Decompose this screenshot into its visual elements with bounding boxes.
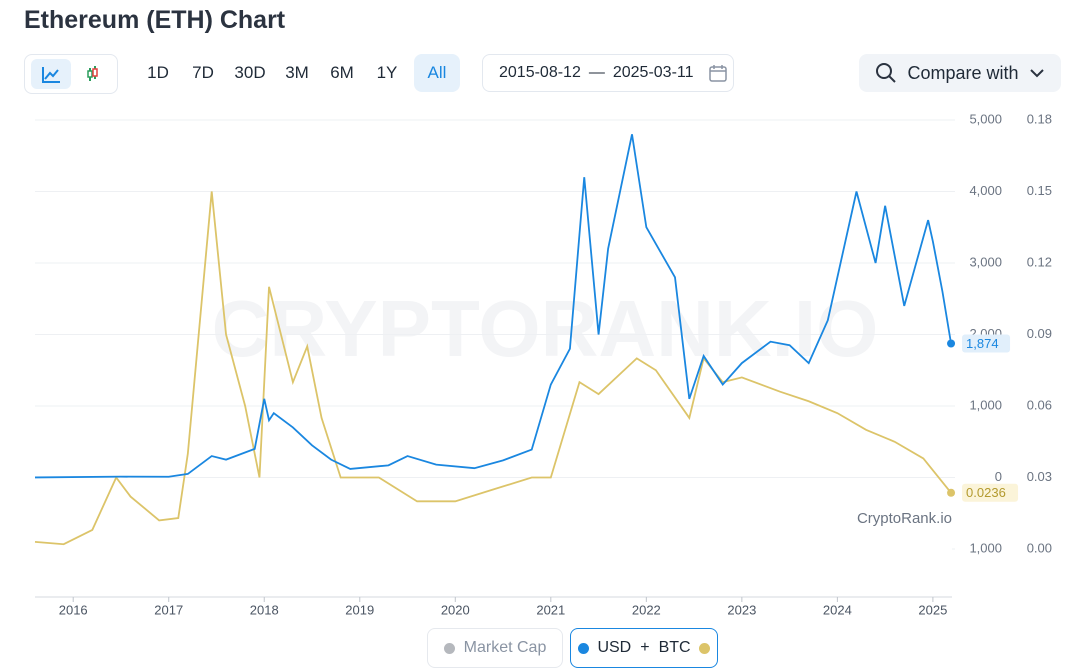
candle-body [87,70,93,78]
calendar-icon [708,65,727,82]
x-tick-label: 2016 [59,602,88,617]
x-tick-label: 2024 [823,602,852,617]
chevron [1029,69,1044,78]
range-button[interactable]: All [414,54,460,92]
legend-joiner: + [640,639,650,656]
x-tick-label: 2019 [345,602,374,617]
date-from: 2015-08-12 [499,64,581,81]
x-tick-label: 2020 [441,602,470,617]
y2-tick-label: 0.00 [1027,540,1052,555]
date-separator: — [588,64,605,81]
x-tick-label: 2022 [632,602,661,617]
y-tick-label: 4,000 [969,183,1002,198]
y-tick-label: 3,000 [969,254,1002,269]
range-button[interactable]: 6M [330,63,354,82]
last-value-label: 1,874 [966,336,999,351]
y2-tick-label: 0.09 [1027,326,1052,341]
source-label: CryptoRank.io [857,510,952,527]
legend-usd-btc[interactable]: USD + BTC [570,628,718,668]
legend-label: BTC [658,639,691,656]
compare-label: Compare with [907,62,1019,83]
y2-tick-label: 0.03 [1027,469,1052,484]
last-point [947,339,956,348]
y2-tick-label: 0.15 [1027,183,1052,198]
y2-tick-label: 0.18 [1027,111,1052,126]
grid [35,119,952,478]
last-value-badge [962,483,1019,502]
y-tick-label: 5,000 [969,111,1002,126]
last-value-label: 0.0236 [966,485,1006,500]
last-point [947,488,956,497]
date-range[interactable]: 2015-08-12 — 2025-03-11 [482,54,734,92]
legend-dot [443,642,455,654]
series-line [34,191,952,546]
range-button[interactable]: 1D [147,63,169,82]
page-title: Ethereum (ETH) Chart [24,6,286,34]
y-tick-label: 2,000 [969,326,1002,341]
series-line [34,134,952,479]
date-to: 2025-03-11 [612,64,694,81]
chart-type-icons [31,59,98,89]
range-button[interactable]: 30D [234,63,266,82]
chart-type-switch [24,54,118,94]
range-button[interactable]: 3M [285,63,309,82]
x-tick-label: 2018 [250,602,279,617]
x-tick-label: 2021 [536,602,565,617]
search-icon [876,63,897,83]
compare-button[interactable]: Compare with [859,54,1061,92]
y2-tick-label: 0.12 [1027,254,1052,269]
range-button[interactable]: 7D [192,63,214,82]
legend-market-cap[interactable]: Market Cap [427,628,563,668]
volume-tick-label: 1,000 [969,540,1002,555]
legend-dot [578,642,590,654]
line-icon[interactable] [42,67,60,83]
last-value-badge [962,334,1011,353]
watermark: CRYPTORANK.IO [212,284,879,373]
range-button[interactable]: 1Y [376,63,398,82]
x-tick-label: 2025 [918,602,947,617]
x-tick-label: 2023 [727,602,756,617]
legend-dot [698,642,710,654]
y-tick-label: 0 [995,469,1002,484]
y2-tick-label: 0.06 [1027,397,1052,412]
y-tick-label: 1,000 [969,397,1002,412]
legend-label: Market Cap [463,639,547,656]
legend-label: USD [597,639,632,656]
candle-body [92,68,98,77]
x-tick-label: 2017 [154,602,183,617]
